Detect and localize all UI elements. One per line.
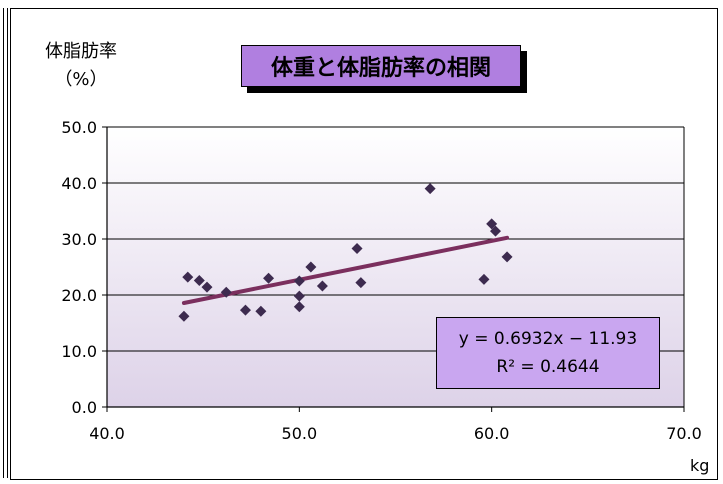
data-point [193,274,205,286]
data-point [201,281,213,293]
data-point [316,280,328,292]
data-point [305,261,317,273]
y-tick-label: 0.0 [72,398,97,417]
data-point [220,286,232,298]
y-tick-label: 20.0 [61,286,97,305]
regression-equation: y = 0.6932x − 11.93 [458,329,638,349]
data-point [501,251,513,263]
data-point [293,275,305,287]
data-point [293,290,305,302]
data-point [293,301,305,313]
data-point [182,271,194,283]
x-axis-unit-label: kg [690,456,710,475]
data-point [351,243,363,255]
y-tick-label: 50.0 [61,118,97,137]
data-point [424,183,436,195]
x-tick-label: 70.0 [666,424,702,443]
data-point [255,305,267,317]
left-border-decoration [3,8,8,478]
x-tick-label: 50.0 [282,424,318,443]
data-point [178,310,190,322]
y-tick-label: 10.0 [61,342,97,361]
trendline [181,235,510,306]
data-point [239,304,251,316]
r-squared: R² = 0.4644 [496,357,600,377]
y-axis-label: 体脂肪率 （%） [36,38,126,94]
x-tick-label: 40.0 [89,424,125,443]
data-point [490,225,502,237]
y-tick-label: 40.0 [61,174,97,193]
y-axis-label-line2: （%） [54,69,108,90]
regression-equation-box: y = 0.6932x − 11.93 R² = 0.4644 [436,317,660,389]
data-point [263,272,275,284]
x-tick-label: 60.0 [474,424,510,443]
y-tick-label: 30.0 [61,230,97,249]
data-point [478,273,490,285]
data-point [355,277,367,289]
y-axis-label-line1: 体脂肪率 [45,41,117,62]
chart-title: 体重と体脂肪率の相関 [241,45,521,87]
data-point [486,218,498,230]
